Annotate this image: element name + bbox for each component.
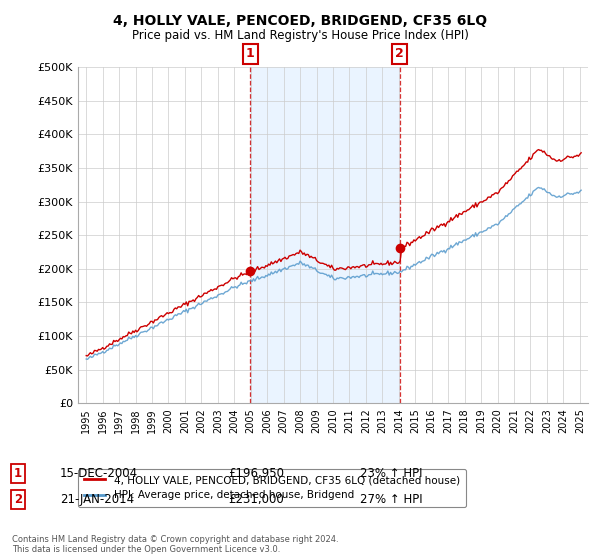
Legend: 4, HOLLY VALE, PENCOED, BRIDGEND, CF35 6LQ (detached house), HPI: Average price,: 4, HOLLY VALE, PENCOED, BRIDGEND, CF35 6…	[78, 469, 466, 507]
Text: 1: 1	[246, 48, 254, 60]
Text: 4, HOLLY VALE, PENCOED, BRIDGEND, CF35 6LQ: 4, HOLLY VALE, PENCOED, BRIDGEND, CF35 6…	[113, 14, 487, 28]
Text: 15-DEC-2004: 15-DEC-2004	[60, 466, 138, 480]
Text: 2: 2	[395, 48, 404, 60]
Text: Contains HM Land Registry data © Crown copyright and database right 2024.
This d: Contains HM Land Registry data © Crown c…	[12, 535, 338, 554]
Text: 1: 1	[14, 466, 22, 480]
Text: 23% ↑ HPI: 23% ↑ HPI	[360, 466, 422, 480]
Text: Price paid vs. HM Land Registry's House Price Index (HPI): Price paid vs. HM Land Registry's House …	[131, 29, 469, 42]
Text: 2: 2	[14, 493, 22, 506]
Text: 21-JAN-2014: 21-JAN-2014	[60, 493, 134, 506]
Text: £196,950: £196,950	[228, 466, 284, 480]
Bar	[250, 67, 400, 403]
Text: £231,000: £231,000	[228, 493, 284, 506]
Text: 27% ↑ HPI: 27% ↑ HPI	[360, 493, 422, 506]
